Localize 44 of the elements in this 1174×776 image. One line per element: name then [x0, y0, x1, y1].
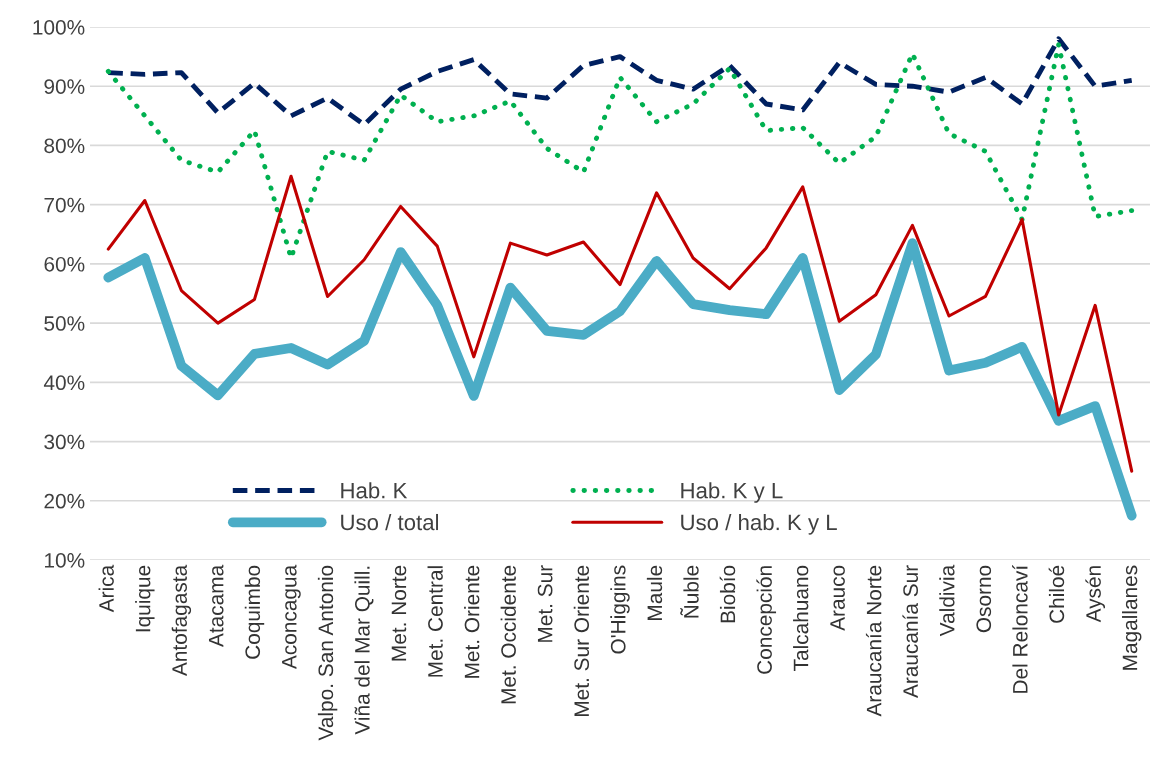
x-tick-label: Araucanía Sur — [902, 565, 919, 698]
y-tick-label: 30% — [44, 434, 85, 450]
legend-label: Hab. K y L — [681, 482, 783, 503]
x-tick-label: Aysén — [1085, 566, 1105, 623]
x-tick-label: Talcahuano — [793, 565, 809, 671]
x-tick-label: Araucanía Norte — [865, 565, 882, 717]
x-tick-label: Chiloé — [1048, 565, 1065, 623]
x-tick-label: Concepción — [756, 566, 777, 674]
line-series — [106, 174, 1134, 473]
x-tick-label: Met. Oriente — [464, 565, 480, 678]
y-tick-label: 50% — [44, 316, 85, 331]
x-tick-label: Osorno — [976, 565, 992, 633]
legend-label: Uso / total — [341, 513, 439, 531]
y-tick-label: 90% — [44, 79, 85, 94]
y-tick-label: 80% — [44, 138, 85, 154]
x-tick-label: Coquimbo — [244, 565, 265, 659]
x-tick-label: O'Higgins — [610, 565, 630, 654]
x-tick-label: Magallanes — [1122, 565, 1142, 670]
x-tick-label: Arauco — [830, 565, 845, 631]
x-tick-label: Met. Sur — [537, 565, 553, 642]
y-tick-label: 40% — [43, 375, 85, 391]
x-tick-label: Atacama — [208, 564, 224, 648]
x-tick-label: Biobío — [719, 565, 736, 623]
x-tick-label: Met. Sur Oriente — [573, 565, 590, 716]
x-tick-label: Met. Occidente — [500, 565, 516, 704]
x-tick-label: Ñuble — [680, 565, 699, 618]
x-tick-label: Arica — [98, 564, 114, 613]
x-tick-label: Valpo. San Antonio — [317, 565, 338, 741]
y-tick-label: 100% — [33, 20, 85, 35]
x-tick-label: Del Reloncaví — [1012, 564, 1028, 693]
legend-label: Uso / hab. K y L — [681, 513, 837, 535]
x-tick-label: Met. Central — [427, 566, 443, 677]
x-tick-label: Iquique — [135, 565, 155, 632]
y-tick-label: 60% — [44, 256, 85, 272]
y-tick-label: 10% — [45, 553, 85, 568]
x-tick-label: Met. Norte — [391, 565, 407, 661]
y-tick-label: 70% — [44, 197, 85, 213]
x-tick-label: Antofagasta — [171, 564, 192, 677]
x-tick-label: Maule — [646, 565, 663, 620]
x-tick-label: Viña del Mar Quill. — [354, 566, 374, 735]
x-tick-label: Aconcagua — [282, 564, 301, 670]
y-tick-label: 20% — [44, 493, 85, 509]
legend-label: Hab. K — [341, 482, 408, 499]
x-tick-label: Valdivia — [939, 564, 955, 637]
